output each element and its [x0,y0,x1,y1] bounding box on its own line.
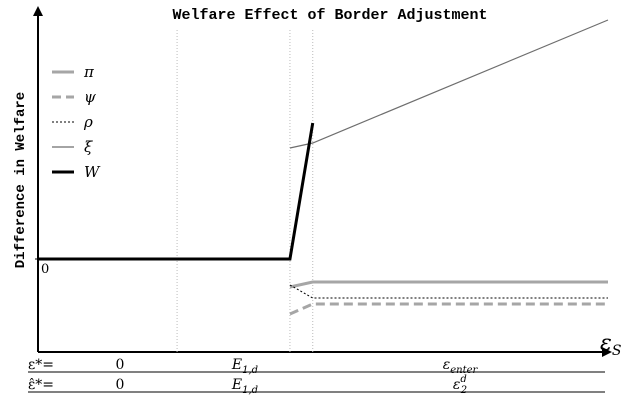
cell-sup: d [460,374,466,385]
series-line [289,280,608,289]
table-cell: E1,d [231,357,258,376]
x-axis-label-sub: S [612,343,622,359]
x-axis-label-main: ε [600,331,612,356]
cell-text: ε [443,357,451,373]
cell-text: ε*= [28,357,54,373]
y-axis-label: Difference in Welfare [13,92,29,268]
cell-text: ε̂*= [28,377,54,393]
table-cell: 0 [116,357,125,373]
cell-text: 0 [116,377,125,393]
legend-label: ψ [84,88,96,106]
cell-text: 0 [116,357,125,373]
cell-text: E [231,377,242,393]
legend-label: W [84,163,101,181]
table-cell: ε*= [28,357,54,373]
table-cell: εenter [443,357,479,376]
legend-label: π [83,63,95,81]
cell-sub: 1,d [242,365,258,376]
y-arrow [33,6,43,16]
x-axis-label: εS [600,331,621,359]
cell-sub: enter [450,365,478,376]
series-line [289,19,609,149]
cell-text: ε [453,377,461,393]
y-tick-label: 0 [41,262,49,277]
table-cell: E1,d [231,377,258,396]
table-cell: 0 [116,377,125,393]
chart-title: Welfare Effect of Border Adjustment [172,7,487,24]
series-line [38,122,315,261]
legend-label: ξ [84,138,93,156]
table-cell: εd 2 [453,374,467,396]
series-line [289,284,608,299]
legend-label: ρ [83,113,93,131]
table-cell: ε̂*= [28,377,54,393]
series-line [289,302,608,316]
cell-sub: 2 [460,385,467,396]
cell-text: E [231,357,242,373]
cell-sub: 1,d [242,385,258,396]
x-arrow [602,347,612,357]
